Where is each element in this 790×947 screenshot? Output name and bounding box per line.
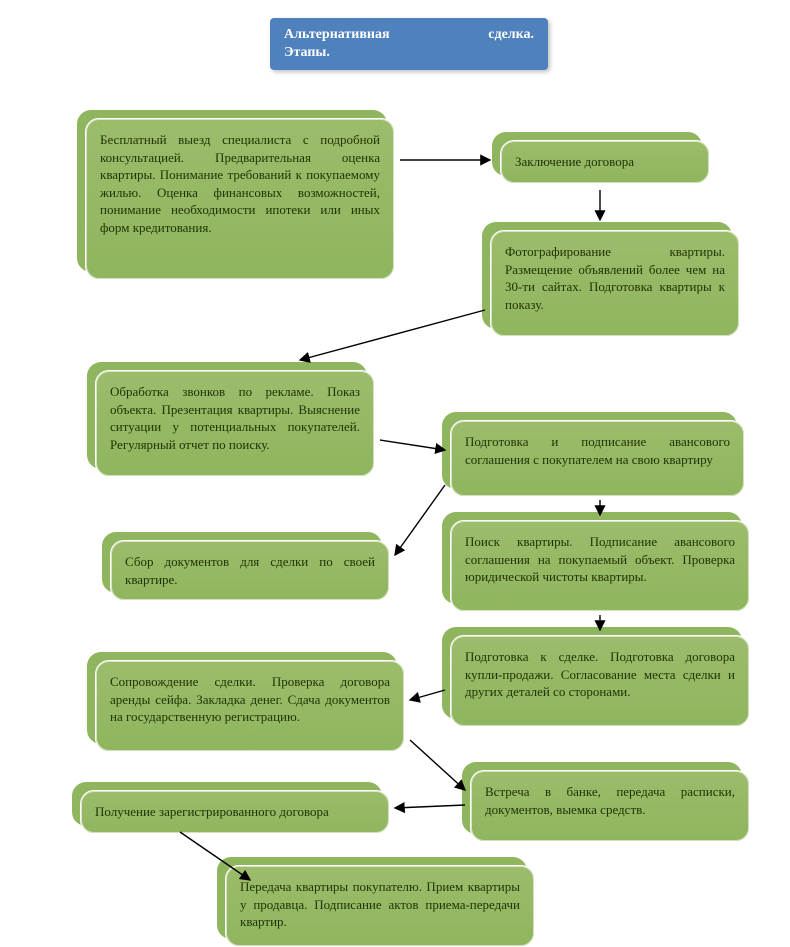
flow-node: Сбор документов для сделки по своей квар… [110, 540, 390, 601]
node-body: Заключение договора [500, 140, 710, 184]
node-body: Получение зарегистрированного договора [80, 790, 390, 834]
edge-arrow [410, 740, 465, 790]
node-body: Бесплатный выезд специалиста с подробной… [85, 118, 395, 280]
edge-arrow [395, 485, 445, 555]
flow-node: Получение зарегистрированного договора [80, 790, 390, 834]
flow-node: Подготовка и подписание авансового согла… [450, 420, 745, 497]
flow-node: Заключение договора [500, 140, 710, 184]
edge-arrow [300, 310, 485, 360]
node-body: Сопровождение сделки. Проверка договора … [95, 660, 405, 752]
node-body: Передача квартиры покупателю. Прием квар… [225, 865, 535, 947]
node-body: Встреча в банке, передача расписки, доку… [470, 770, 750, 842]
flow-node: Обработка звонков по рекламе. Показ объе… [95, 370, 375, 477]
edge-arrow [380, 440, 445, 450]
title-line: Этапы. [284, 44, 534, 62]
flow-node: Фотографирование квартиры. Размещение об… [490, 230, 740, 337]
flow-node: Встреча в банке, передача расписки, доку… [470, 770, 750, 842]
title-line: Альтернативнаясделка. [284, 26, 534, 44]
flow-node: Сопровождение сделки. Проверка договора … [95, 660, 405, 752]
node-body: Подготовка и подписание авансового согла… [450, 420, 745, 497]
edge-arrow [410, 690, 445, 700]
node-body: Обработка звонков по рекламе. Показ объе… [95, 370, 375, 477]
flow-node: Подготовка к сделке. Подготовка договора… [450, 635, 750, 727]
node-body: Фотографирование квартиры. Размещение об… [490, 230, 740, 337]
node-body: Сбор документов для сделки по своей квар… [110, 540, 390, 601]
flow-node: Передача квартиры покупателю. Прием квар… [225, 865, 535, 947]
node-body: Поиск квартиры. Подписание авансового со… [450, 520, 750, 612]
flow-node: Бесплатный выезд специалиста с подробной… [85, 118, 395, 280]
flowchart-stage: Альтернативнаясделка.Этапы. Бесплатный вы… [0, 0, 790, 942]
edge-arrow [395, 805, 465, 808]
node-body: Подготовка к сделке. Подготовка договора… [450, 635, 750, 727]
diagram-title: Альтернативнаясделка.Этапы. [270, 18, 548, 70]
flow-node: Поиск квартиры. Подписание авансового со… [450, 520, 750, 612]
